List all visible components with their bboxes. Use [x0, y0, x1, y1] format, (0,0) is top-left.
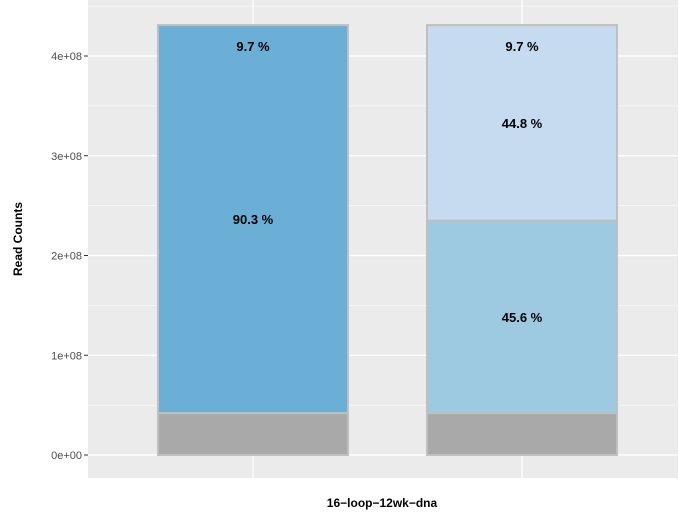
bars	[157, 24, 618, 457]
bar-2-segment-2	[426, 219, 618, 415]
bar-2-segment-2-label: 45.6 %	[502, 310, 543, 325]
y-tick-label: 0e+00	[51, 450, 82, 462]
y-tick-label: 4e+08	[51, 51, 82, 63]
y-axis-ticks: 0e+00 1e+08 2e+08 3e+08 4e+08	[51, 51, 88, 462]
y-tick-label: 3e+08	[51, 151, 82, 163]
y-axis-title: Read Counts	[11, 202, 25, 276]
bar-2-segment-1	[426, 412, 618, 457]
bar-2-segment-1-label: 9.7 %	[505, 39, 539, 54]
y-tick-label: 2e+08	[51, 251, 82, 263]
bar-1-segment-2	[157, 24, 349, 415]
y-tick-label: 1e+08	[51, 350, 82, 362]
bar-1-segment-1-label: 9.7 %	[236, 39, 270, 54]
segment-labels: 9.7 % 90.3 % 9.7 % 45.6 % 44.8 %	[233, 39, 543, 325]
bar-1-segment-1	[157, 412, 349, 457]
x-axis-title: 16−loop−12wk−dna	[327, 496, 438, 510]
bar-1-segment-2-label: 90.3 %	[233, 212, 274, 227]
bar-2-segment-3-label: 44.8 %	[502, 116, 543, 131]
bar-2-segment-3	[426, 24, 618, 222]
